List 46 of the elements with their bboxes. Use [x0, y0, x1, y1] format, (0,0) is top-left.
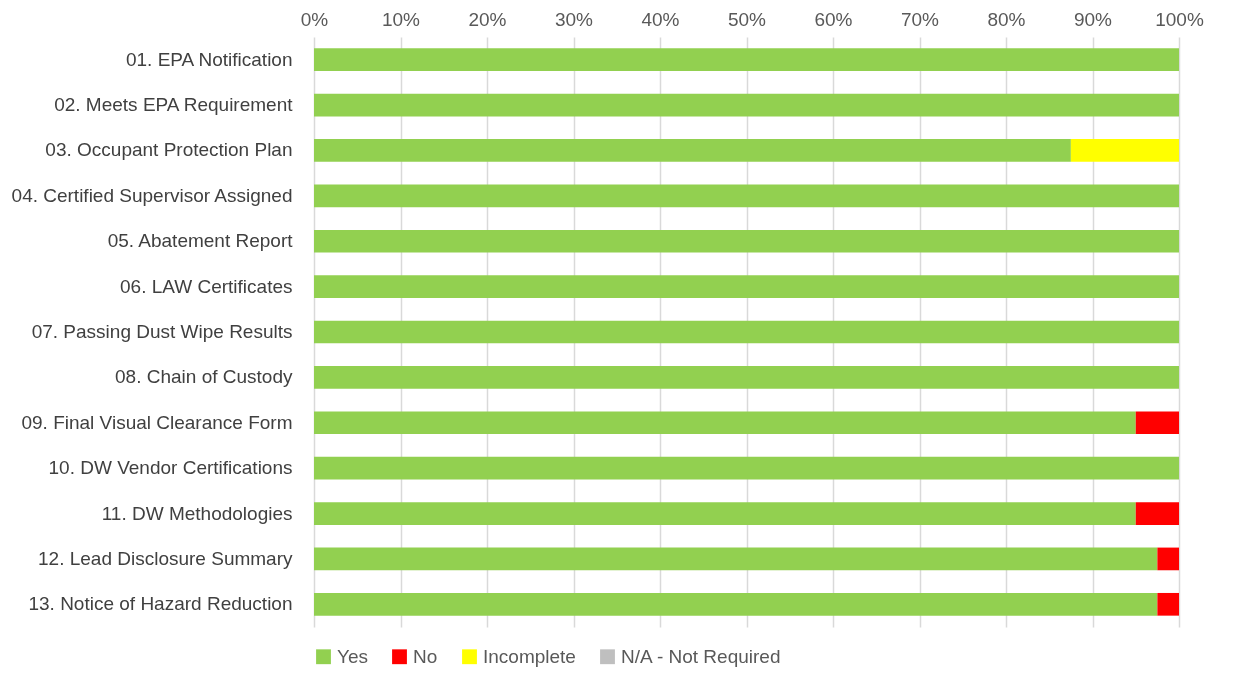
bar [314, 502, 1136, 525]
bar [314, 592, 1158, 616]
legend-label: N/A - Not Required [621, 645, 781, 667]
y-tick-label: 03. Occupant Protection Plan [45, 139, 293, 161]
y-tick-label: 11. DW Methodologies [101, 502, 293, 524]
bar [1157, 592, 1179, 616]
bar [314, 366, 1179, 389]
bar [1135, 502, 1179, 525]
bar [314, 456, 1179, 480]
x-tick-label: 100% [1155, 8, 1204, 30]
legend-label: Incomplete [483, 645, 576, 667]
x-tick-label: 10% [381, 8, 421, 30]
y-tick-label: 07. Passing Dust Wipe Results [31, 321, 293, 342]
bar [314, 184, 1179, 208]
x-tick-label: 20% [468, 8, 507, 30]
bar [314, 229, 1179, 253]
bar [1135, 411, 1179, 435]
x-tick-label: 0% [300, 8, 329, 30]
y-tick-label: 12. Lead Disclosure Summary [38, 547, 293, 569]
bar [314, 93, 1179, 117]
bar [314, 48, 1179, 72]
y-tick-label: 04. Certified Supervisor Assigned [11, 184, 293, 206]
x-tick-label: 90% [1073, 8, 1113, 30]
legend-label: Yes [337, 645, 368, 667]
y-tick-label: 02. Meets EPA Requirement [54, 94, 294, 116]
x-tick-label: 70% [900, 8, 940, 30]
bar [314, 547, 1158, 571]
y-tick-label: 09. Final Visual Clearance Form [21, 411, 293, 433]
bar [314, 411, 1136, 435]
y-tick-label: 10. DW Vendor Certifications [48, 457, 293, 479]
x-tick-label: 60% [814, 8, 853, 30]
legend-label: No [413, 645, 438, 667]
bar [1070, 139, 1179, 162]
x-tick-label: 80% [987, 8, 1026, 30]
bar [314, 275, 1179, 298]
x-tick-label: 40% [641, 8, 680, 30]
y-tick-label: 05. Abatement Report [107, 230, 294, 252]
bar [1157, 547, 1179, 571]
y-tick-label: 06. LAW Certificates [120, 275, 293, 297]
y-tick-label: 08. Chain of Custody [115, 366, 293, 388]
x-tick-label: 50% [727, 8, 767, 30]
y-tick-label: 01. EPA Notification [125, 48, 293, 70]
bar [314, 139, 1071, 162]
y-tick-label: 13. Notice of Hazard Reduction [28, 593, 293, 615]
bar [314, 320, 1179, 344]
x-tick-label: 30% [554, 8, 594, 30]
